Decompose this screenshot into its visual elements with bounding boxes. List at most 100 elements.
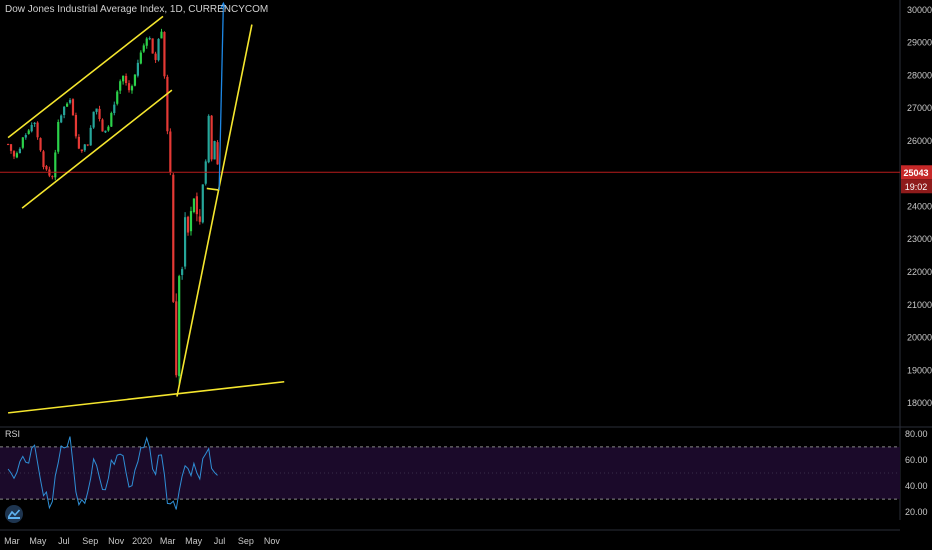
candle-body — [116, 91, 119, 104]
candle — [113, 101, 116, 116]
candle — [154, 51, 157, 63]
candle-body — [130, 86, 134, 91]
candle-body — [198, 216, 201, 222]
candle-body — [142, 45, 145, 52]
candle — [107, 125, 110, 132]
candle-body — [201, 184, 204, 223]
long-support-line — [7, 380, 285, 414]
candle-body — [24, 135, 27, 138]
time-tick-label: Jul — [214, 536, 226, 546]
candle — [63, 105, 66, 119]
candle-body — [30, 124, 33, 132]
candle — [30, 122, 33, 133]
candle — [166, 74, 169, 135]
price-tick-label: 18000 — [907, 398, 932, 408]
candle — [15, 151, 19, 159]
candle-body — [65, 103, 69, 107]
channel-upper-line — [7, 15, 164, 139]
candle — [216, 140, 219, 165]
candle-body — [101, 119, 104, 132]
candle — [65, 102, 69, 107]
candle — [6, 143, 10, 146]
candle — [151, 38, 154, 54]
candle-body — [86, 144, 89, 146]
candle-body — [68, 100, 72, 103]
candle — [183, 212, 187, 270]
rsi-tick-label: 80.00 — [905, 429, 928, 439]
candle — [77, 134, 80, 150]
candle — [92, 111, 95, 129]
candle — [27, 128, 30, 135]
countdown-tag-bg — [901, 179, 932, 194]
candle-body — [33, 122, 36, 124]
candle — [160, 28, 163, 39]
rsi-band — [0, 446, 900, 500]
price-tick-label: 22000 — [907, 267, 932, 277]
candle-body — [192, 198, 196, 213]
candle-body — [181, 269, 184, 275]
candle-body — [6, 144, 10, 146]
candle — [110, 111, 113, 128]
candle — [86, 144, 89, 147]
time-tick-label: Nov — [264, 536, 281, 546]
channel-lower-line — [21, 89, 173, 209]
time-tick-label: 2020 — [132, 536, 152, 546]
candle — [130, 84, 134, 94]
candle-body — [145, 38, 148, 46]
candle-body — [151, 38, 154, 54]
candle-body — [45, 166, 48, 170]
candle-body — [213, 141, 216, 160]
time-tick-label: May — [185, 536, 203, 546]
price-tick-label: 19000 — [907, 365, 932, 375]
candle-body — [207, 115, 210, 163]
rsi-line — [7, 436, 218, 510]
neckline-line — [206, 187, 220, 191]
candle — [142, 43, 145, 53]
time-tick-label: May — [29, 536, 47, 546]
candle-body — [42, 151, 45, 168]
candle-body — [27, 130, 30, 134]
candle — [39, 137, 42, 152]
candle-body — [166, 76, 169, 132]
candle — [213, 140, 216, 160]
time-tick-label: Nov — [108, 536, 125, 546]
candle — [189, 206, 193, 236]
candle-body — [127, 83, 131, 91]
price-tick-label: 20000 — [907, 333, 932, 343]
candle — [181, 266, 184, 280]
candle-body — [80, 149, 83, 152]
candle — [119, 79, 122, 94]
candle — [104, 130, 107, 134]
candle — [122, 75, 125, 85]
price-tick-label: 30000 — [907, 5, 932, 15]
candle-body — [139, 52, 142, 64]
candle — [127, 80, 131, 93]
candle — [89, 125, 92, 146]
rsi-tick-label: 40.00 — [905, 481, 928, 491]
candle — [178, 274, 181, 384]
candle — [83, 143, 86, 152]
candle — [12, 150, 16, 160]
price-tick-label: 21000 — [907, 300, 932, 310]
price-tick-label: 27000 — [907, 103, 932, 113]
tradingview-logo-icon[interactable] — [5, 505, 23, 523]
candle — [192, 198, 196, 214]
candle-body — [154, 53, 157, 60]
candle-body — [98, 108, 101, 120]
candle-body — [51, 176, 54, 178]
candle — [169, 128, 172, 176]
candle-body — [183, 217, 187, 267]
candle — [148, 36, 151, 41]
candle — [24, 133, 27, 140]
candle — [101, 118, 104, 132]
candle-body — [178, 276, 181, 377]
candle — [207, 114, 210, 164]
candle-body — [12, 151, 16, 157]
candle-body — [163, 32, 166, 77]
candle-body — [107, 126, 110, 131]
candle — [54, 149, 57, 181]
candle — [133, 74, 137, 87]
candle — [33, 122, 36, 127]
candle-body — [210, 115, 213, 160]
